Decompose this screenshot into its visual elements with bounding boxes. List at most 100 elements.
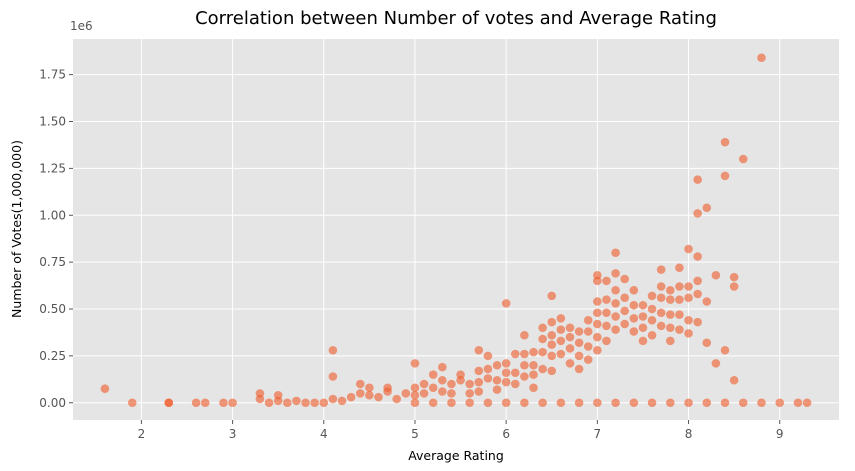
data-point — [255, 389, 265, 398]
data-point — [520, 349, 529, 359]
data-point — [593, 345, 602, 355]
data-point — [629, 300, 639, 310]
data-point — [611, 312, 620, 321]
data-point — [547, 351, 557, 361]
data-point — [647, 330, 657, 340]
data-point — [583, 315, 593, 325]
y-tick-label: 1.00 — [39, 208, 66, 222]
data-point — [465, 379, 474, 389]
data-point — [538, 398, 547, 408]
data-point — [574, 364, 584, 374]
data-point — [228, 398, 237, 408]
data-point — [638, 312, 648, 321]
data-point — [529, 347, 538, 357]
data-point — [547, 330, 557, 340]
data-point — [583, 342, 593, 351]
data-point — [629, 314, 639, 323]
data-point — [693, 209, 702, 218]
data-point — [593, 319, 602, 329]
data-point — [656, 308, 666, 318]
data-point — [100, 384, 110, 393]
data-point — [264, 398, 274, 408]
data-point — [191, 398, 201, 408]
data-point — [538, 364, 547, 374]
data-point — [693, 175, 702, 184]
data-point — [647, 315, 657, 325]
data-point — [693, 276, 702, 286]
data-point — [538, 347, 547, 357]
data-point — [538, 323, 547, 333]
data-point — [319, 398, 329, 408]
data-point — [301, 398, 310, 408]
data-point — [684, 329, 693, 338]
data-point — [410, 359, 420, 368]
data-point — [428, 383, 438, 393]
y-tick-label: 0.50 — [39, 302, 66, 316]
data-point — [602, 308, 611, 318]
data-point — [483, 398, 493, 408]
data-point — [520, 398, 529, 408]
data-point — [611, 269, 620, 278]
y-tick-label: 1.75 — [39, 68, 66, 82]
data-point — [492, 385, 502, 394]
tick-labels: 2 3 4 5 6 7 8 9 0.00 0.25 0.50 0.75 1.00 1.25 1.50 1.75 — [39, 68, 783, 441]
data-point — [127, 398, 137, 408]
y-tick-label: 1.50 — [39, 115, 66, 129]
data-point — [720, 137, 730, 147]
data-point — [620, 306, 630, 316]
data-point — [593, 398, 602, 408]
data-points — [100, 53, 812, 408]
data-point — [547, 366, 557, 376]
data-point — [638, 336, 648, 346]
data-point — [583, 327, 593, 336]
x-tick-label: 9 — [776, 427, 784, 441]
data-point — [438, 362, 447, 372]
data-point — [656, 282, 666, 291]
x-tick-label: 7 — [594, 427, 602, 441]
data-point — [684, 398, 693, 408]
data-point — [574, 398, 584, 408]
data-point — [602, 276, 611, 286]
data-point — [392, 394, 402, 404]
data-point — [684, 244, 693, 254]
data-point — [729, 375, 739, 385]
x-tick-label: 3 — [229, 427, 237, 441]
data-point — [465, 398, 474, 408]
data-point — [410, 390, 420, 400]
data-point — [310, 398, 319, 408]
data-point — [510, 368, 520, 378]
data-point — [611, 299, 620, 308]
y-tick-label: 0.25 — [39, 349, 66, 363]
data-point — [738, 154, 748, 164]
data-point — [474, 387, 484, 396]
data-point — [501, 398, 511, 408]
data-point — [665, 336, 675, 346]
data-point — [474, 377, 484, 387]
data-point — [200, 398, 210, 408]
data-point — [483, 351, 493, 361]
data-point — [282, 398, 292, 408]
data-point — [602, 336, 611, 346]
data-point — [574, 327, 584, 336]
data-point — [501, 377, 511, 387]
data-point — [337, 396, 347, 406]
data-point — [757, 53, 766, 63]
data-point — [675, 310, 684, 319]
data-point — [520, 330, 529, 340]
data-point — [565, 359, 575, 368]
data-point — [164, 398, 174, 408]
data-point — [355, 389, 365, 398]
data-point — [529, 383, 538, 393]
data-point — [538, 334, 547, 344]
data-point — [720, 345, 730, 355]
data-point — [365, 390, 374, 400]
data-point — [593, 308, 602, 318]
data-point — [273, 390, 283, 400]
data-point — [529, 360, 538, 370]
data-point — [547, 291, 557, 301]
data-point — [665, 310, 675, 319]
data-point — [447, 398, 456, 408]
data-point — [602, 295, 611, 304]
data-point — [438, 387, 447, 396]
data-point — [510, 349, 520, 359]
